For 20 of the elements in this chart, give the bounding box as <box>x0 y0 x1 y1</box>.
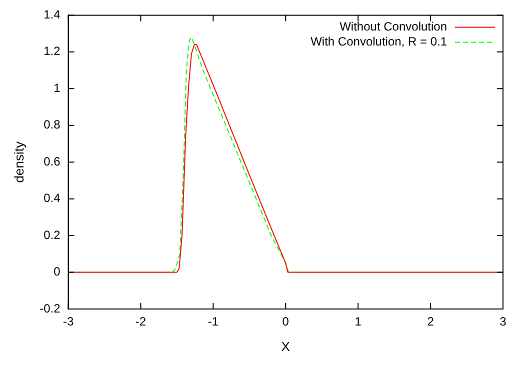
y-axis-title: density <box>11 141 26 183</box>
x-tick-label: 1 <box>354 314 362 329</box>
y-tick-label: 0.4 <box>44 191 61 206</box>
y-tick-label: -0.2 <box>40 301 61 316</box>
legend-label: Without Convolution <box>340 20 447 34</box>
y-tick-label: 0.8 <box>44 118 61 132</box>
x-tick-label: -2 <box>135 314 146 329</box>
x-axis-title: X <box>281 338 290 354</box>
y-tick-label: 1 <box>54 80 61 95</box>
x-tick-label: 3 <box>500 314 507 329</box>
legend-label: With Convolution, R = 0.1 <box>310 34 448 49</box>
y-tick-label: 1.4 <box>44 8 61 22</box>
y-tick-label: 1.2 <box>44 44 61 58</box>
y-tick-label: 0.2 <box>44 228 61 242</box>
x-tick-label: -3 <box>62 314 74 329</box>
x-tick-label: 2 <box>427 314 434 329</box>
y-tick-label: 0.6 <box>44 154 61 168</box>
x-tick-label: 0 <box>282 314 290 329</box>
x-tick-label: -1 <box>208 314 219 329</box>
y-tick-label: 0 <box>54 264 61 279</box>
